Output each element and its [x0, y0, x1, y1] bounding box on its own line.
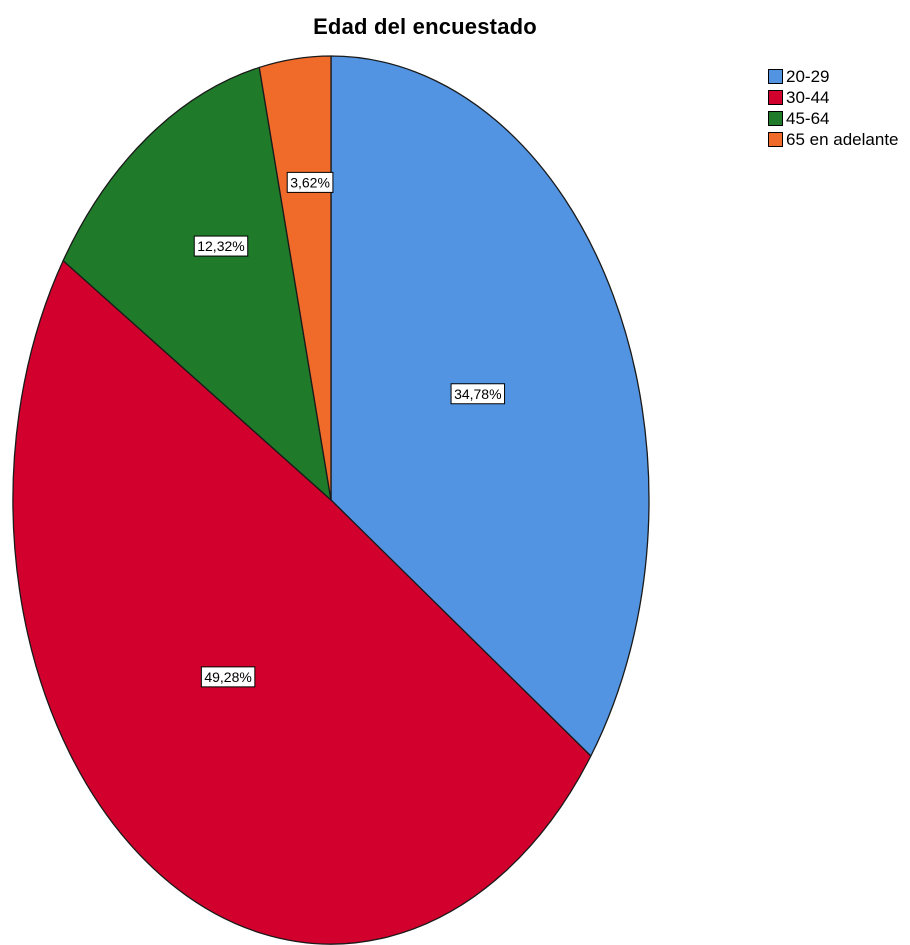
data-label-box	[193, 235, 249, 257]
legend-label: 30-44	[786, 87, 830, 107]
legend-swatch	[768, 132, 783, 147]
legend-item-45-64: 45-64	[768, 108, 899, 129]
legend-item-30-44: 30-44	[768, 87, 899, 108]
pie-slice-20-29	[330, 55, 650, 757]
pie-slice-65-en-adelante	[258, 55, 332, 501]
data-label-box	[200, 666, 256, 688]
pie-slice-45-64	[62, 66, 332, 501]
data-label-30-44: 49,28%	[200, 666, 256, 688]
legend-label: 45-64	[786, 108, 830, 128]
legend-item-20-29: 20-29	[768, 66, 899, 87]
pie-slice-30-44	[12, 260, 592, 945]
data-label-20-29: 34,78%	[450, 383, 506, 405]
data-label-text: 3,62%	[290, 174, 330, 190]
data-label-box	[450, 383, 506, 405]
data-label-text: 12,32%	[197, 238, 244, 254]
data-label-text: 49,28%	[204, 669, 251, 685]
legend-label: 20-29	[786, 66, 830, 86]
legend-item-65-en-adelante: 65 en adelante	[768, 129, 899, 150]
data-label-65-en-adelante: 3,62%	[286, 171, 334, 193]
legend-label: 65 en adelante	[786, 129, 899, 149]
chart-title: Edad del encuestado	[313, 14, 537, 39]
legend-swatch	[768, 111, 783, 126]
legend-swatch	[768, 90, 783, 105]
legend: 20-29 30-44 45-64 65 en adelante	[768, 66, 899, 150]
data-label-45-64: 12,32%	[193, 235, 249, 257]
data-label-text: 34,78%	[454, 386, 501, 402]
legend-swatch	[768, 69, 783, 84]
data-label-box	[286, 171, 334, 193]
